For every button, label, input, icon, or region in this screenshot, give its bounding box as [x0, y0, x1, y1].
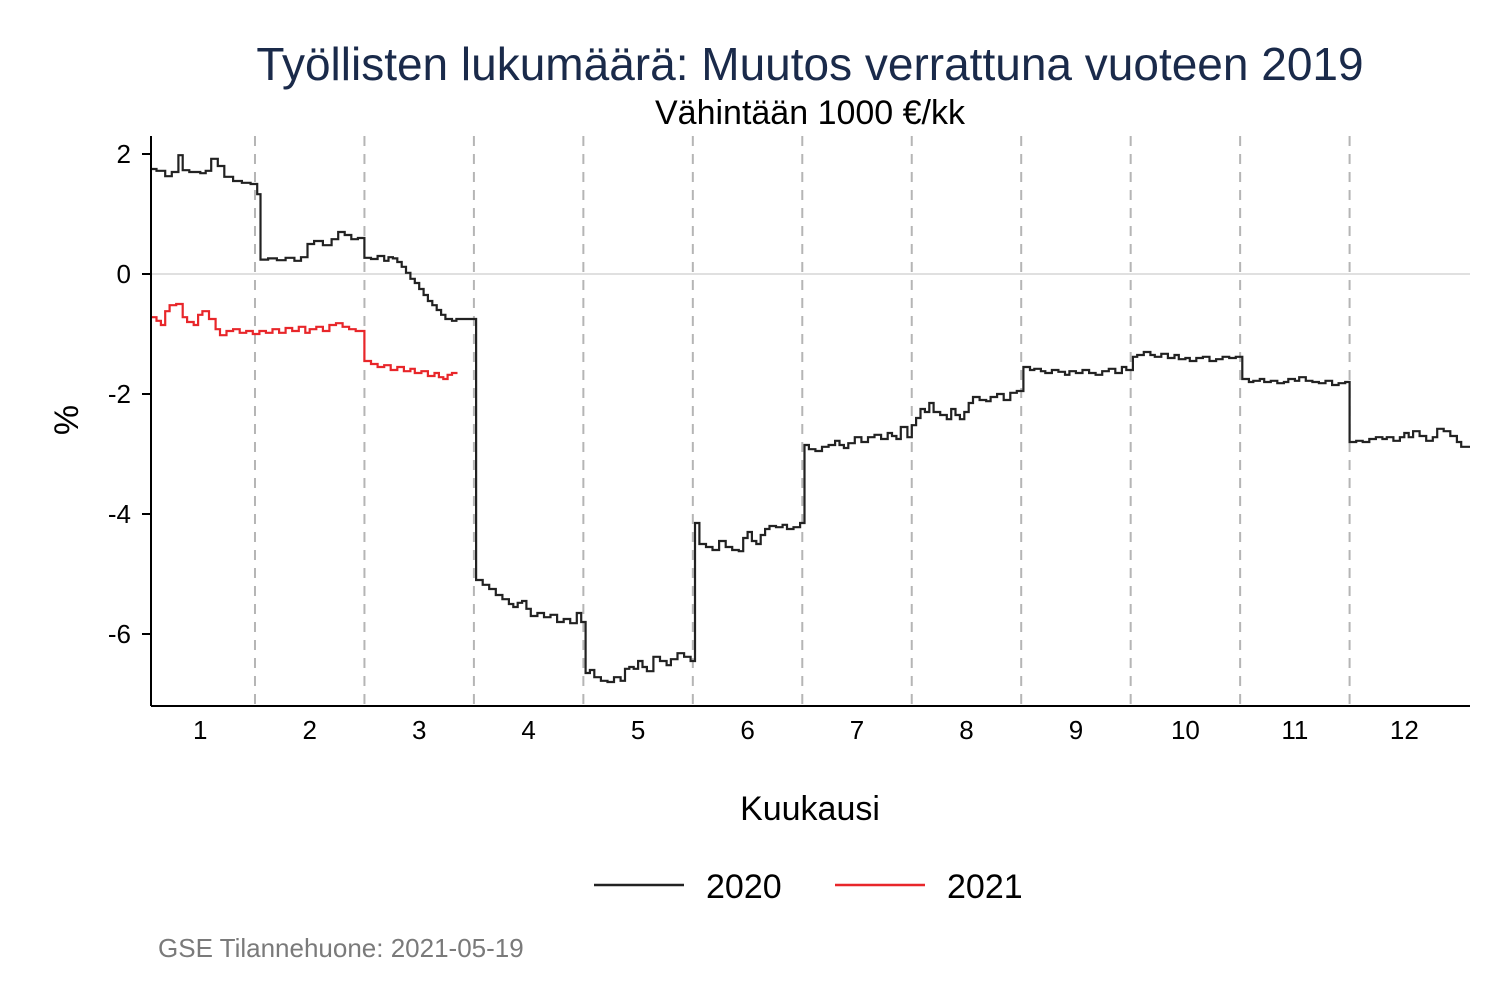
- y-ticks: 2 0 -2 -4 -6: [108, 139, 151, 649]
- source-note: GSE Tilannehuone: 2021-05-19: [158, 933, 524, 963]
- x-tick-label: 8: [959, 715, 973, 745]
- x-tick-label: 5: [631, 715, 645, 745]
- y-tick-label: -6: [108, 619, 131, 649]
- x-axis-title: Kuukausi: [740, 790, 880, 828]
- x-tick-label: 11: [1281, 715, 1308, 745]
- x-tick-label: 1: [193, 715, 207, 745]
- x-tick-label: 9: [1069, 715, 1083, 745]
- y-tick-label: -4: [108, 499, 131, 529]
- legend-label-2021: 2021: [947, 868, 1023, 906]
- y-tick-label: 2: [117, 139, 131, 169]
- x-tick-label: 2: [302, 715, 316, 745]
- x-tick-label: 7: [850, 715, 864, 745]
- x-tick-label: 10: [1171, 715, 1200, 745]
- y-axis-title: %: [48, 405, 86, 435]
- series-lines: [151, 154, 1470, 684]
- x-tick-label: 3: [412, 715, 426, 745]
- series-line-2020: [151, 154, 1470, 684]
- legend: 2020 2021: [594, 868, 1023, 906]
- legend-label-2020: 2020: [706, 868, 782, 906]
- month-separators: [253, 136, 1351, 706]
- plot-area: 20-2-4-6 1 2 3 4 5 6 7 8 9 10 11 12: [108, 136, 1470, 745]
- x-ticks: 1 2 3 4 5 6 7 8 9 10 11 12: [193, 715, 1419, 745]
- x-tick-label: 6: [740, 715, 754, 745]
- y-tick-label: 0: [117, 259, 131, 289]
- x-tick-label: 4: [521, 715, 535, 745]
- y-tick-label: -2: [108, 379, 131, 409]
- x-tick-label: 12: [1390, 715, 1419, 745]
- series-line-2021: [151, 302, 458, 381]
- chart-subtitle: Vähintään 1000 €/kk: [655, 94, 966, 132]
- chart-title: Työllisten lukumäärä: Muutos verrattuna …: [256, 38, 1363, 90]
